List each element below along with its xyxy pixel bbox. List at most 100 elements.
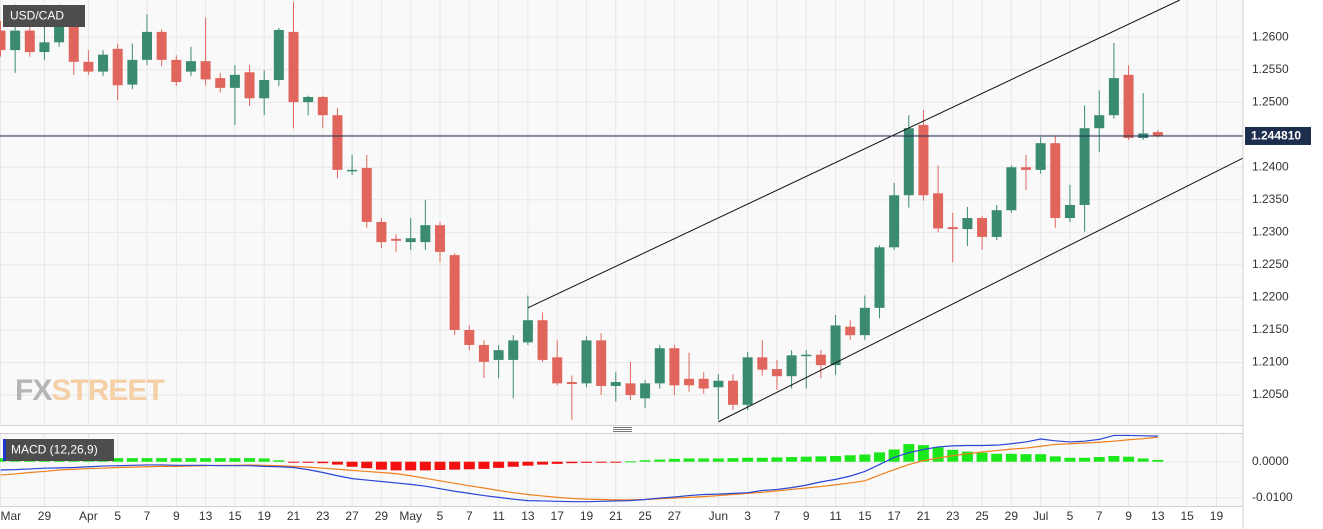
x-tick-label: 23 bbox=[316, 509, 330, 523]
histogram-bar bbox=[141, 458, 153, 462]
histogram-bar bbox=[1108, 455, 1120, 462]
histogram-bar bbox=[771, 457, 783, 462]
histogram-bar bbox=[507, 461, 519, 467]
x-tick-label: 17 bbox=[551, 509, 565, 523]
candle-body bbox=[244, 72, 255, 99]
histogram-bar bbox=[200, 458, 212, 462]
y-tick-label: 1.2400 bbox=[1252, 159, 1289, 173]
histogram-bar bbox=[1005, 453, 1017, 462]
candle-body bbox=[669, 348, 680, 386]
histogram-bar bbox=[405, 461, 417, 471]
candle-body bbox=[1035, 143, 1046, 170]
histogram-bar bbox=[581, 461, 592, 463]
candle-body bbox=[200, 61, 211, 80]
x-tick-label: 11 bbox=[492, 509, 505, 523]
x-tick-label: 13 bbox=[521, 509, 535, 523]
candle-body bbox=[977, 218, 988, 237]
candle-body bbox=[10, 30, 21, 51]
x-tick-label: May bbox=[399, 509, 422, 523]
candle-body bbox=[1021, 167, 1031, 170]
candle-body bbox=[1108, 78, 1119, 116]
x-tick-label: 17 bbox=[887, 509, 901, 523]
candle-body bbox=[889, 195, 900, 248]
histogram-bar bbox=[1152, 459, 1164, 462]
candle-body bbox=[903, 128, 914, 196]
histogram-bar bbox=[273, 460, 285, 462]
x-tick-label: 29 bbox=[38, 509, 52, 523]
x-tick-label: 29 bbox=[375, 509, 389, 523]
histogram-bar bbox=[610, 461, 622, 463]
histogram-bar bbox=[185, 458, 197, 462]
candle-body bbox=[288, 31, 299, 103]
x-tick-label: Jul bbox=[1033, 509, 1048, 523]
candle-body bbox=[625, 383, 636, 396]
x-tick-label: 27 bbox=[668, 509, 682, 523]
candle-body bbox=[991, 210, 1002, 237]
x-tick-label: 25 bbox=[975, 509, 989, 523]
y-tick-label: -0.0100 bbox=[1252, 490, 1293, 504]
y-tick-label: 1.2600 bbox=[1252, 29, 1289, 43]
candle-body bbox=[449, 255, 460, 330]
histogram-bar bbox=[434, 461, 446, 470]
candle-body bbox=[435, 225, 445, 252]
histogram-bar bbox=[537, 461, 549, 465]
panel-resize-handle[interactable] bbox=[613, 427, 632, 432]
histogram-bar bbox=[346, 461, 358, 467]
x-tick-label: 13 bbox=[199, 509, 213, 523]
histogram-bar bbox=[493, 461, 505, 468]
histogram-bar bbox=[1049, 456, 1061, 462]
candle-body bbox=[859, 307, 870, 336]
x-tick-label: 25 bbox=[638, 509, 652, 523]
candle-body bbox=[185, 61, 196, 72]
x-tick-label: 9 bbox=[803, 509, 810, 523]
histogram-bar bbox=[595, 461, 607, 463]
candle-body bbox=[464, 329, 475, 345]
y-tick-label: 1.2250 bbox=[1252, 257, 1289, 271]
histogram-bar bbox=[1093, 457, 1105, 462]
x-tick-label: 5 bbox=[437, 509, 444, 523]
histogram-bar bbox=[917, 445, 929, 462]
candle-body bbox=[376, 221, 387, 243]
candle-body bbox=[1050, 143, 1061, 219]
histogram-bar bbox=[170, 458, 182, 462]
candle-body bbox=[552, 357, 563, 384]
candle-body bbox=[478, 344, 489, 362]
x-tick-label: 7 bbox=[466, 509, 473, 523]
watermark-street: STREET bbox=[51, 374, 164, 407]
candle-body bbox=[303, 96, 314, 103]
histogram-bar bbox=[126, 458, 138, 462]
candle-body bbox=[317, 96, 328, 116]
candle-body bbox=[332, 115, 343, 170]
histogram-bar bbox=[331, 461, 343, 465]
candle-body bbox=[171, 59, 182, 83]
x-tick-label: 27 bbox=[345, 509, 359, 523]
histogram-bar bbox=[244, 458, 256, 462]
histogram-bar bbox=[522, 461, 534, 466]
candle-body bbox=[947, 227, 958, 230]
candle-body bbox=[112, 48, 123, 86]
candle-body bbox=[698, 378, 709, 389]
candle-body bbox=[537, 320, 548, 360]
histogram-bar bbox=[683, 458, 695, 462]
histogram-bar bbox=[668, 458, 680, 462]
histogram-bar bbox=[639, 460, 651, 462]
watermark-fx: FX bbox=[15, 374, 52, 407]
y-tick-label: 1.2100 bbox=[1252, 355, 1289, 369]
x-tick-label: 9 bbox=[173, 509, 180, 523]
x-tick-label: 21 bbox=[917, 509, 931, 523]
histogram-bar bbox=[1064, 457, 1076, 462]
histogram-bar bbox=[888, 449, 900, 462]
histogram-bar bbox=[815, 456, 827, 462]
watermark: FXSTREET bbox=[15, 374, 164, 407]
y-tick-label: 1.2200 bbox=[1252, 290, 1289, 304]
candle-body bbox=[0, 30, 6, 51]
histogram-bar bbox=[800, 456, 812, 462]
candle-body bbox=[215, 78, 226, 88]
x-tick-label: Jun bbox=[709, 509, 728, 523]
candle-body bbox=[801, 354, 812, 357]
histogram-bar bbox=[1123, 456, 1135, 462]
candle-body bbox=[24, 30, 35, 53]
histogram-bar bbox=[214, 458, 226, 462]
x-tick-label: 11 bbox=[829, 509, 842, 523]
histogram-bar bbox=[976, 452, 988, 462]
